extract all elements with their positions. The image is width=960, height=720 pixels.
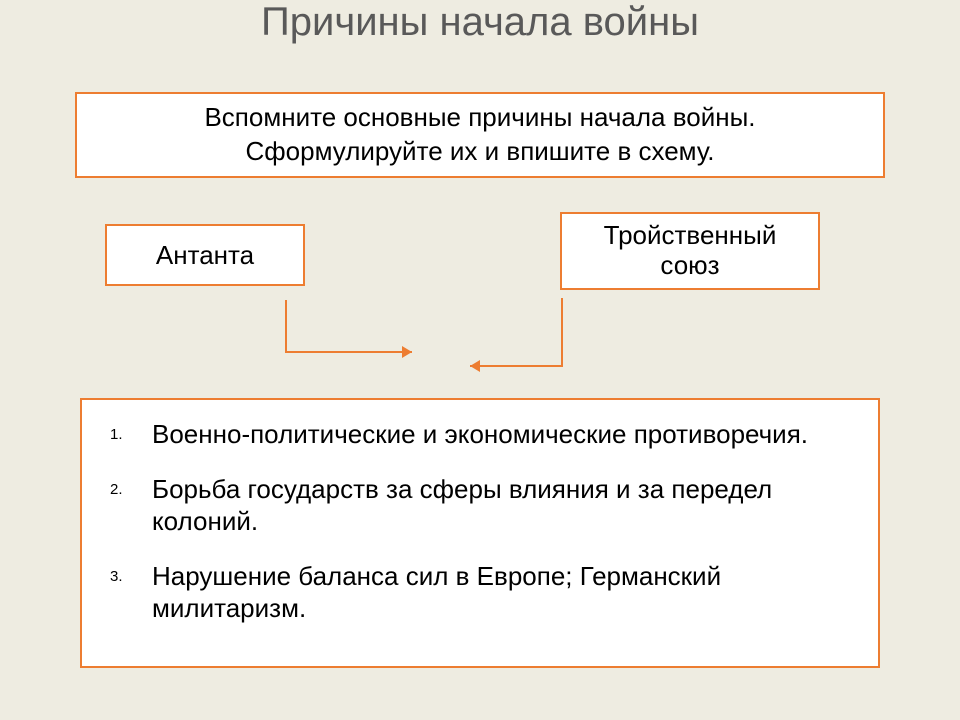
- entente-label: Антанта: [156, 240, 254, 271]
- instruction-line-1: Вспомните основные причины начала войны.: [204, 101, 755, 135]
- slide-title: Причины начала войны: [0, 0, 960, 45]
- reasons-box: Военно-политические и экономические прот…: [80, 398, 880, 668]
- instruction-line-2: Сформулируйте их и впишите в схему.: [246, 135, 715, 169]
- triple-label-line-2: союз: [660, 251, 719, 281]
- reason-item-1: Военно-политические и экономические прот…: [96, 418, 858, 451]
- triple-alliance-box: Тройственный союз: [560, 212, 820, 290]
- reason-item-2: Борьба государств за сферы влияния и за …: [96, 473, 858, 538]
- reason-item-3: Нарушение баланса сил в Европе; Германск…: [96, 560, 858, 625]
- reasons-list: Военно-политические и экономические прот…: [96, 418, 858, 625]
- triple-label-line-1: Тройственный: [604, 221, 777, 251]
- entente-box: Антанта: [105, 224, 305, 286]
- instruction-box: Вспомните основные причины начала войны.…: [75, 92, 885, 178]
